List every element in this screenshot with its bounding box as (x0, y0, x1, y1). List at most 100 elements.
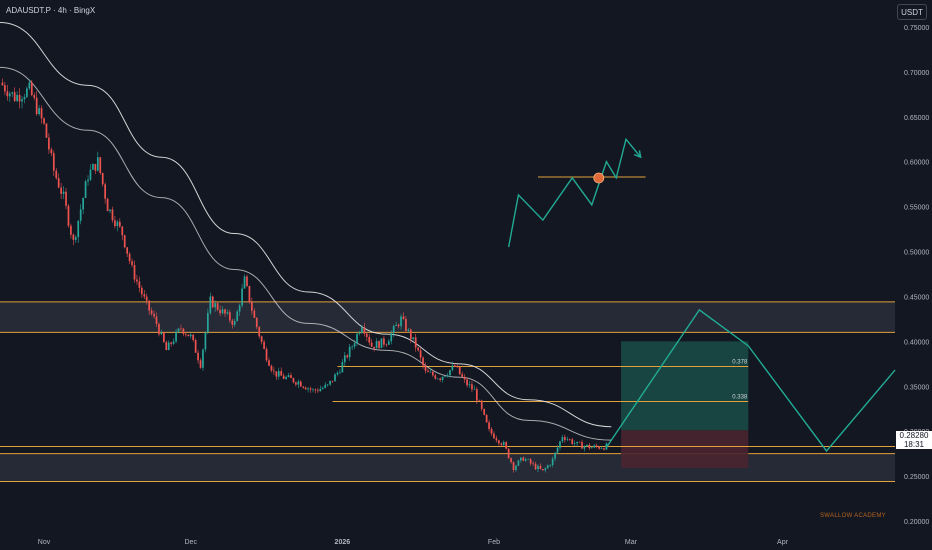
candle-body (275, 371, 278, 377)
candle-body (302, 386, 305, 388)
candle (131, 258, 133, 268)
candle (6, 84, 9, 101)
symbol-title[interactable]: ADAUSDT.P · 4h · BingX (6, 6, 96, 15)
candle (319, 385, 322, 392)
candle (480, 399, 483, 412)
candle (471, 381, 473, 393)
candle (598, 446, 600, 450)
candle (532, 461, 534, 466)
candle (439, 377, 442, 382)
candle-body (556, 447, 559, 453)
candle (277, 367, 280, 380)
candle (385, 343, 388, 347)
candle (375, 338, 378, 349)
candle-body (387, 341, 390, 345)
candle-body (253, 310, 256, 318)
candle (202, 348, 204, 371)
candle (324, 382, 327, 389)
candle (507, 448, 510, 459)
candle-body (458, 366, 461, 375)
candle-body (243, 276, 246, 289)
candle (581, 439, 583, 449)
candle (224, 308, 226, 317)
candle (571, 437, 574, 446)
candle-body (534, 463, 537, 470)
candle (441, 376, 444, 383)
moving-average-1 (0, 66, 612, 441)
candle (87, 175, 89, 186)
currency-button[interactable]: USDT (897, 4, 927, 20)
candle-body (522, 457, 525, 461)
candle-body (473, 389, 476, 390)
candle (211, 295, 214, 308)
candle (255, 317, 258, 330)
candle (82, 197, 84, 215)
candle (290, 372, 292, 379)
candle (241, 283, 243, 308)
candle (561, 434, 564, 444)
candle (30, 80, 33, 97)
candle-body (307, 388, 309, 390)
candle (566, 436, 569, 442)
candle-body (483, 408, 486, 415)
candle (275, 371, 278, 380)
candle-body (407, 329, 410, 331)
candle (287, 372, 290, 378)
candle-body (136, 279, 138, 282)
candle (348, 343, 351, 361)
candle-body (55, 170, 58, 179)
price-tick-label: 0.20000 (904, 519, 929, 526)
candle (148, 300, 151, 316)
candle-body (593, 445, 596, 448)
candle-body (480, 400, 483, 409)
price-tick-label: 0.50000 (904, 250, 929, 257)
candle-body (246, 276, 248, 286)
candle-body (297, 381, 300, 385)
candle-body (559, 441, 561, 448)
candle (488, 419, 490, 432)
candle (299, 380, 302, 387)
candle (475, 386, 478, 405)
candle (317, 387, 319, 393)
candle-body (414, 337, 417, 348)
candle (559, 440, 561, 451)
candle (162, 331, 165, 343)
candle (189, 332, 192, 339)
candle (23, 93, 26, 104)
candle-body (206, 312, 209, 333)
price-tick-label: 0.70000 (904, 70, 929, 77)
candle (45, 122, 48, 139)
candle-body (87, 179, 89, 182)
support-resistance-zones (0, 301, 895, 482)
candle (353, 339, 356, 350)
candle (260, 335, 263, 345)
candle-body (409, 329, 412, 340)
candle (564, 434, 566, 443)
candle-body (292, 378, 295, 383)
long-position-tool (621, 341, 749, 469)
candle-body (314, 389, 317, 391)
candle-body (341, 362, 344, 373)
candle (38, 104, 40, 116)
candle-body (189, 334, 192, 337)
candle-body (546, 465, 549, 469)
time-tick-label: Feb (488, 539, 500, 546)
candle-body (277, 371, 280, 377)
candle (74, 235, 77, 244)
candle-body (554, 452, 556, 459)
candle (26, 86, 28, 99)
candle-body (94, 164, 97, 171)
candle (515, 464, 517, 472)
candle (595, 443, 598, 449)
candle-body (280, 371, 283, 376)
candle (483, 408, 486, 416)
candle-body (544, 468, 547, 471)
horizontal-levels: 0.378 0.338 (0, 360, 895, 447)
candle-body (505, 442, 508, 449)
candle (341, 359, 344, 373)
candle-body (549, 464, 552, 466)
candle (209, 292, 212, 315)
candle-body (184, 333, 187, 335)
candle (603, 447, 605, 451)
